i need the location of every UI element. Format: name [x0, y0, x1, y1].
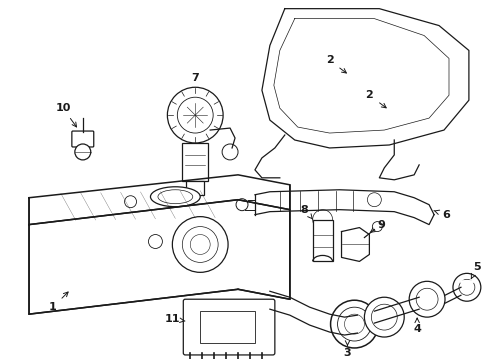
Circle shape [331, 300, 378, 348]
Text: 3: 3 [343, 348, 351, 358]
Text: 5: 5 [473, 262, 481, 273]
Text: 10: 10 [55, 103, 71, 113]
Circle shape [365, 297, 404, 337]
Bar [200, 311, 255, 343]
Text: 4: 4 [413, 324, 421, 334]
Circle shape [368, 193, 381, 207]
Circle shape [182, 226, 218, 262]
Circle shape [313, 210, 333, 230]
Ellipse shape [150, 187, 200, 207]
FancyBboxPatch shape [183, 299, 275, 355]
Circle shape [409, 281, 445, 317]
Circle shape [344, 314, 365, 334]
Text: 11: 11 [165, 314, 180, 324]
Bar [182, 143, 208, 181]
Text: 9: 9 [377, 220, 385, 230]
Circle shape [177, 97, 213, 133]
Text: 8: 8 [301, 205, 309, 215]
Circle shape [190, 234, 210, 255]
Circle shape [222, 144, 238, 160]
Circle shape [338, 307, 371, 341]
Circle shape [172, 217, 228, 273]
Circle shape [371, 304, 397, 330]
Circle shape [168, 87, 223, 143]
Circle shape [459, 279, 475, 295]
Circle shape [124, 196, 137, 208]
Bar [313, 220, 333, 261]
FancyBboxPatch shape [72, 131, 94, 147]
Ellipse shape [158, 190, 193, 204]
Circle shape [453, 273, 481, 301]
Text: 2: 2 [326, 55, 334, 66]
Text: 2: 2 [366, 90, 373, 100]
Text: 7: 7 [192, 73, 199, 83]
Text: 1: 1 [49, 302, 57, 312]
Circle shape [75, 144, 91, 160]
Text: 6: 6 [442, 210, 450, 220]
Circle shape [372, 222, 382, 231]
Circle shape [236, 199, 248, 211]
Circle shape [148, 234, 162, 248]
Bar [186, 181, 204, 195]
Circle shape [416, 288, 438, 310]
